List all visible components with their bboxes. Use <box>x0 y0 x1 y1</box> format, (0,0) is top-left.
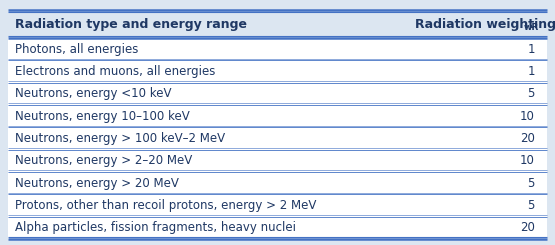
Text: 10: 10 <box>520 154 535 167</box>
Text: Radiation weighting factor,: Radiation weighting factor, <box>415 17 555 30</box>
Bar <box>8 105 547 127</box>
Text: 20: 20 <box>520 132 535 145</box>
Text: Electrons and muons, all energies: Electrons and muons, all energies <box>15 65 215 78</box>
Text: 1: 1 <box>527 65 535 78</box>
Text: Neutrons, energy > 2–20 MeV: Neutrons, energy > 2–20 MeV <box>15 154 192 167</box>
Bar <box>8 172 547 194</box>
Text: 1: 1 <box>527 43 535 56</box>
Bar <box>8 83 547 105</box>
Bar <box>8 10 547 38</box>
Text: Neutrons, energy <10 keV: Neutrons, energy <10 keV <box>15 87 171 100</box>
Bar <box>8 127 547 150</box>
Text: Neutrons, energy > 20 MeV: Neutrons, energy > 20 MeV <box>15 177 179 190</box>
Bar <box>8 38 547 60</box>
Text: Photons, all energies: Photons, all energies <box>15 43 138 56</box>
Text: 5: 5 <box>528 199 535 212</box>
Bar <box>8 217 547 239</box>
Bar <box>8 194 547 217</box>
Text: wR: wR <box>524 23 539 32</box>
Text: Radiation type and energy range: Radiation type and energy range <box>15 17 247 30</box>
Text: 20: 20 <box>520 221 535 234</box>
Text: Protons, other than recoil protons, energy > 2 MeV: Protons, other than recoil protons, ener… <box>15 199 316 212</box>
Text: 5: 5 <box>528 87 535 100</box>
Text: Alpha particles, fission fragments, heavy nuclei: Alpha particles, fission fragments, heav… <box>15 221 296 234</box>
Bar <box>8 150 547 172</box>
Bar <box>8 60 547 83</box>
Text: 10: 10 <box>520 110 535 123</box>
Text: Neutrons, energy > 100 keV–2 MeV: Neutrons, energy > 100 keV–2 MeV <box>15 132 225 145</box>
Text: 5: 5 <box>528 177 535 190</box>
Text: Neutrons, energy 10–100 keV: Neutrons, energy 10–100 keV <box>15 110 190 123</box>
